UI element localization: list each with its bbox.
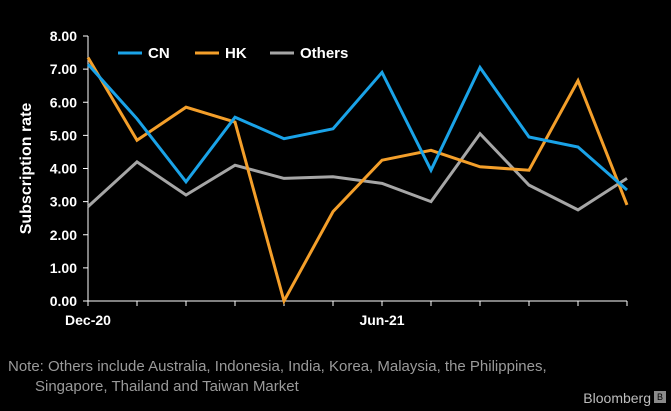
y-tick-label: 1.00 — [50, 260, 77, 276]
series-line-others — [86, 131, 628, 212]
legend: CN HK Others — [118, 45, 348, 62]
y-tick-label: 0.00 — [50, 293, 77, 309]
series-lines — [86, 56, 629, 305]
y-tick-label: 4.00 — [50, 161, 77, 177]
footnote-line-1: Note: Others include Australia, Indonesi… — [8, 358, 547, 375]
line-chart: 0.00 1.00 2.00 3.00 4.00 5.00 6.00 7.00 8.00 Dec… — [18, 28, 629, 328]
y-tick-label: 2.00 — [50, 227, 77, 243]
series-line-hk — [86, 56, 629, 305]
source-brand: Bloomberg — [583, 390, 651, 406]
footnote-line-2: Singapore, Thailand and Taiwan Market — [35, 378, 299, 395]
y-tick-label: 5.00 — [50, 127, 77, 143]
y-axis-label: Subscription rate — [18, 103, 35, 235]
y-axis: 0.00 1.00 2.00 3.00 4.00 5.00 6.00 7.00 8.00 — [50, 28, 89, 309]
series-line-cn — [86, 63, 628, 192]
x-tick-label: Jun-21 — [359, 312, 404, 328]
footnote: Note: Others include Australia, Indonesi… — [8, 357, 648, 397]
y-tick-label: 6.00 — [50, 94, 77, 110]
bloomberg-logo-icon: B — [654, 391, 666, 403]
x-tick-label: Dec-20 — [65, 312, 111, 328]
y-tick-label: 3.00 — [50, 194, 77, 210]
y-tick-label: 7.00 — [50, 61, 77, 77]
legend-label-hk: HK — [225, 45, 247, 62]
legend-label-cn: CN — [148, 45, 170, 62]
y-tick-label: 8.00 — [50, 28, 77, 44]
x-axis: Dec-20 Jun-21 — [65, 300, 628, 328]
legend-label-others: Others — [300, 45, 348, 62]
